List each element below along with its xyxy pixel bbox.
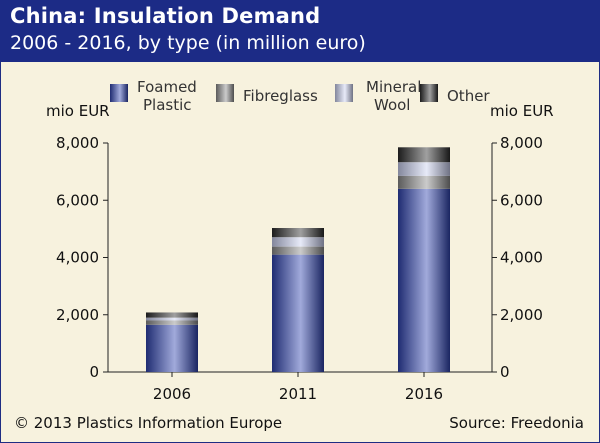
bar-other-2006: [146, 312, 198, 318]
legend-swatch-foamed-plastic: [110, 84, 128, 102]
bar-other-2016: [398, 147, 450, 163]
source-note: Source: Freedonia: [449, 414, 584, 432]
y-tick-label-left: 4,000: [56, 249, 99, 267]
bar-mineral-wool-2006: [146, 317, 198, 321]
y-tick-label-left: 2,000: [56, 306, 99, 324]
y-tick-label-right: 6,000: [500, 191, 543, 209]
bar-mineral-wool-2016: [398, 162, 450, 176]
chart-subtitle: 2006 - 2016, by type (in million euro): [10, 32, 366, 54]
legend-swatch-fibreglass: [216, 84, 234, 102]
legend-swatch-other: [420, 84, 438, 102]
bar-other-2011: [272, 228, 324, 238]
bar-foamed-plastic-2016: [398, 188, 450, 372]
x-tick-label: 2016: [405, 385, 443, 403]
legend-label-foamed-plastic-line2: Plastic: [143, 96, 192, 114]
bar-foamed-plastic-2006: [146, 324, 198, 372]
legend-label-mineral-wool: Mineral: [366, 78, 421, 96]
y-tick-label-left: 6,000: [56, 191, 99, 209]
bar-fibreglass-2006: [146, 320, 198, 325]
copyright-note: © 2013 Plastics Information Europe: [14, 414, 283, 432]
x-tick-label: 2011: [279, 385, 317, 403]
bar-mineral-wool-2011: [272, 237, 324, 247]
legend-label-other: Other: [447, 87, 490, 105]
y-tick-label-right: 0: [500, 363, 510, 381]
y-axis-unit-left: mio EUR: [46, 102, 110, 120]
x-tick-label: 2006: [153, 385, 191, 403]
y-axis-unit-right: mio EUR: [490, 102, 554, 120]
legend-label-fibreglass: Fibreglass: [243, 87, 318, 105]
bar-fibreglass-2016: [398, 175, 450, 189]
y-tick-label-right: 4,000: [500, 249, 543, 267]
y-tick-label-right: 8,000: [500, 134, 543, 152]
legend-label-foamed-plastic: Foamed: [137, 78, 197, 96]
y-tick-label-left: 0: [89, 363, 99, 381]
legend-swatch-mineral-wool: [335, 84, 353, 102]
legend-label-mineral-wool-line2: Wool: [374, 96, 410, 114]
y-tick-label-left: 8,000: [56, 134, 99, 152]
bar-foamed-plastic-2011: [272, 254, 324, 372]
chart-header: China: Insulation Demand 2006 - 2016, by…: [0, 0, 600, 62]
y-tick-label-right: 2,000: [500, 306, 543, 324]
bar-fibreglass-2011: [272, 246, 324, 255]
chart-title: China: Insulation Demand: [10, 4, 321, 28]
